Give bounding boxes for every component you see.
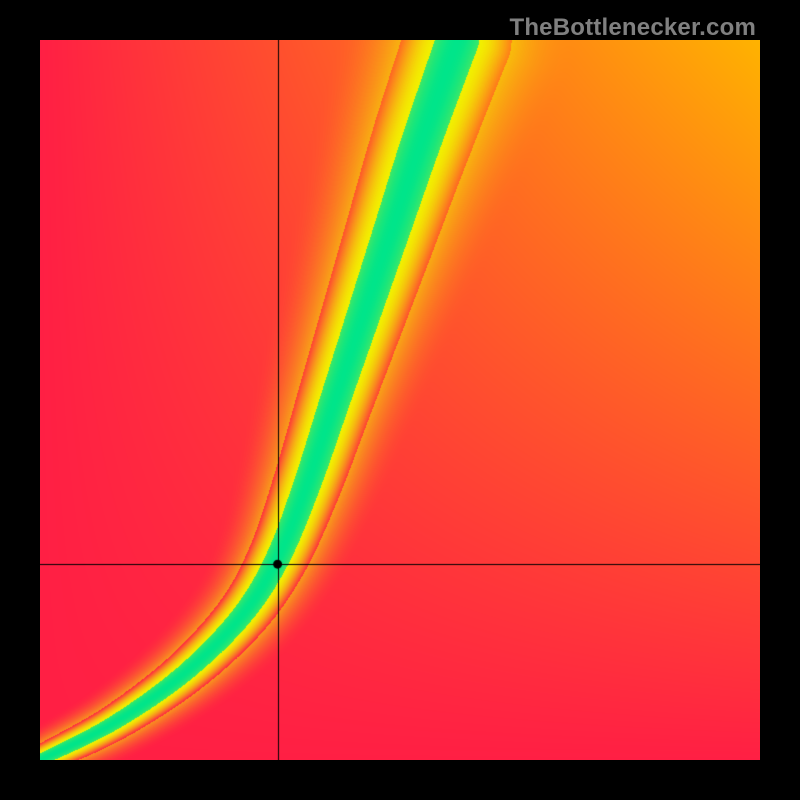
watermark-text: TheBottlenecker.com <box>509 14 756 42</box>
plot-frame <box>40 40 760 760</box>
heatmap-canvas <box>40 40 760 760</box>
